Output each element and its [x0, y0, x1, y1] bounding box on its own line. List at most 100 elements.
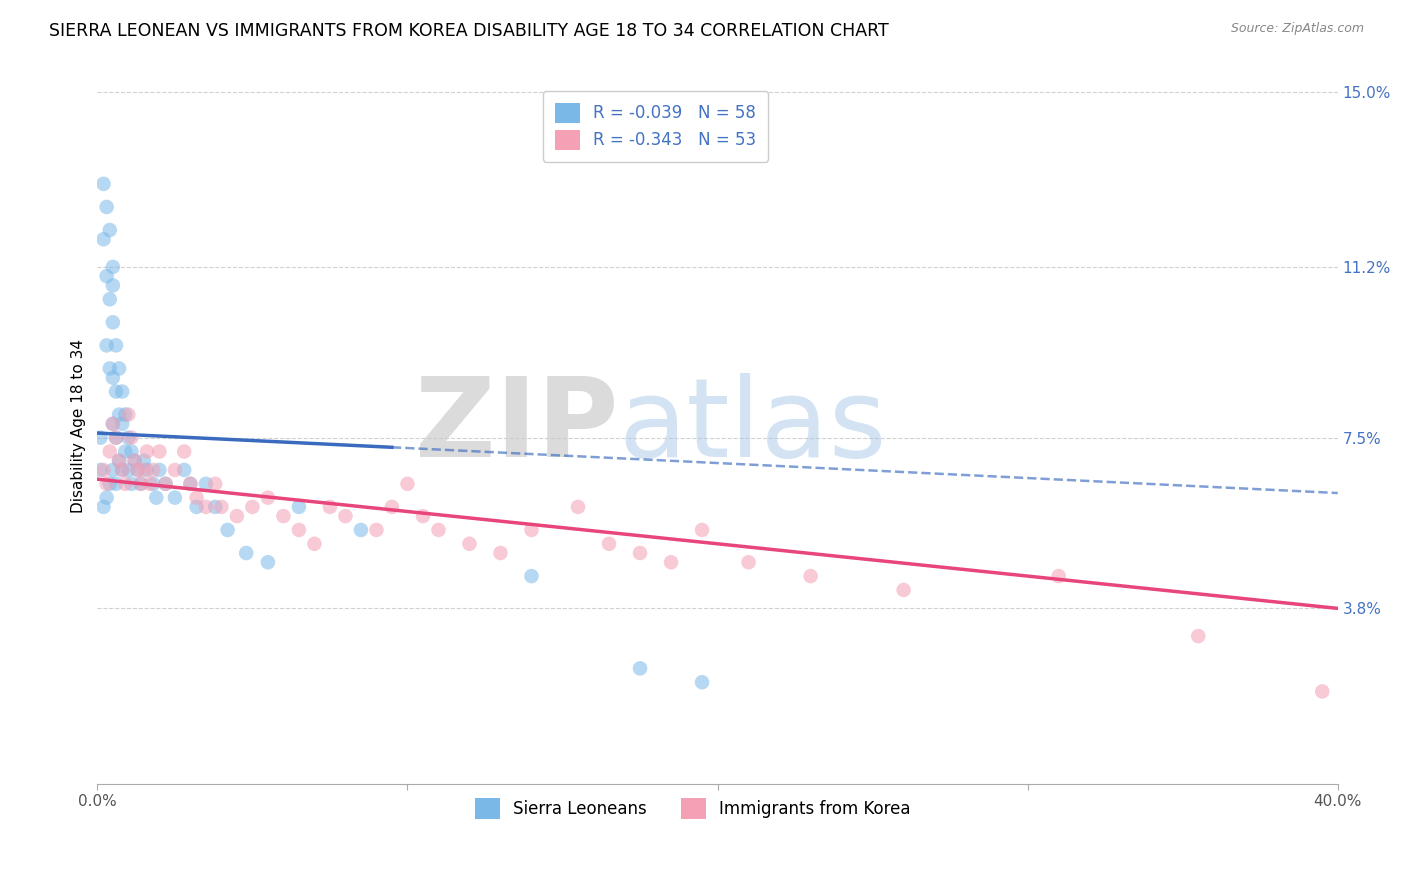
Point	[1047, 569, 1070, 583]
Point	[121, 476, 143, 491]
Point	[319, 500, 342, 514]
Point	[108, 361, 131, 376]
Point	[204, 476, 226, 491]
Point	[136, 444, 159, 458]
Point	[96, 476, 118, 491]
Point	[520, 569, 543, 583]
Point	[101, 278, 124, 293]
Point	[163, 463, 186, 477]
Point	[273, 509, 295, 524]
Point	[89, 431, 111, 445]
Point	[257, 555, 280, 569]
Point	[101, 315, 124, 329]
Point	[124, 454, 146, 468]
Point	[217, 523, 239, 537]
Point	[117, 431, 139, 445]
Point	[567, 500, 589, 514]
Point	[893, 582, 915, 597]
Point	[104, 431, 127, 445]
Point	[366, 523, 388, 537]
Point	[96, 491, 118, 505]
Text: atlas: atlas	[619, 373, 887, 480]
Point	[101, 370, 124, 384]
Point	[194, 500, 217, 514]
Point	[155, 476, 177, 491]
Point	[132, 463, 155, 477]
Point	[209, 500, 232, 514]
Point	[412, 509, 434, 524]
Point	[288, 500, 311, 514]
Point	[204, 500, 226, 514]
Point	[136, 463, 159, 477]
Point	[98, 476, 121, 491]
Point	[173, 463, 195, 477]
Point	[121, 431, 143, 445]
Point	[104, 476, 127, 491]
Point	[98, 444, 121, 458]
Point	[186, 500, 208, 514]
Point	[225, 509, 247, 524]
Point	[155, 476, 177, 491]
Point	[96, 338, 118, 352]
Point	[1310, 684, 1333, 698]
Point	[93, 177, 115, 191]
Point	[108, 408, 131, 422]
Point	[98, 361, 121, 376]
Point	[114, 444, 136, 458]
Point	[304, 537, 326, 551]
Point	[114, 476, 136, 491]
Point	[142, 463, 165, 477]
Point	[89, 463, 111, 477]
Text: ZIP: ZIP	[415, 373, 619, 480]
Point	[114, 408, 136, 422]
Point	[186, 491, 208, 505]
Point	[489, 546, 512, 560]
Point	[101, 260, 124, 274]
Point	[148, 444, 170, 458]
Point	[129, 476, 152, 491]
Point	[690, 523, 713, 537]
Point	[101, 417, 124, 431]
Point	[132, 454, 155, 468]
Point	[242, 500, 264, 514]
Point	[96, 200, 118, 214]
Point	[117, 408, 139, 422]
Point	[111, 463, 134, 477]
Point	[690, 675, 713, 690]
Point	[101, 463, 124, 477]
Point	[1187, 629, 1209, 643]
Point	[104, 431, 127, 445]
Point	[93, 500, 115, 514]
Point	[98, 223, 121, 237]
Point	[381, 500, 404, 514]
Point	[108, 454, 131, 468]
Text: Source: ZipAtlas.com: Source: ZipAtlas.com	[1230, 22, 1364, 36]
Point	[458, 537, 481, 551]
Point	[111, 417, 134, 431]
Point	[93, 232, 115, 246]
Point	[335, 509, 357, 524]
Legend: Sierra Leoneans, Immigrants from Korea: Sierra Leoneans, Immigrants from Korea	[468, 792, 917, 825]
Y-axis label: Disability Age 18 to 34: Disability Age 18 to 34	[72, 339, 86, 513]
Point	[628, 661, 651, 675]
Point	[108, 454, 131, 468]
Point	[127, 463, 149, 477]
Point	[800, 569, 823, 583]
Point	[127, 463, 149, 477]
Point	[121, 444, 143, 458]
Point	[139, 476, 162, 491]
Point	[350, 523, 373, 537]
Text: SIERRA LEONEAN VS IMMIGRANTS FROM KOREA DISABILITY AGE 18 TO 34 CORRELATION CHAR: SIERRA LEONEAN VS IMMIGRANTS FROM KOREA …	[49, 22, 889, 40]
Point	[98, 292, 121, 306]
Point	[288, 523, 311, 537]
Point	[111, 384, 134, 399]
Point	[93, 463, 115, 477]
Point	[520, 523, 543, 537]
Point	[163, 491, 186, 505]
Point	[737, 555, 759, 569]
Point	[598, 537, 620, 551]
Point	[101, 417, 124, 431]
Point	[427, 523, 450, 537]
Point	[145, 491, 167, 505]
Point	[659, 555, 682, 569]
